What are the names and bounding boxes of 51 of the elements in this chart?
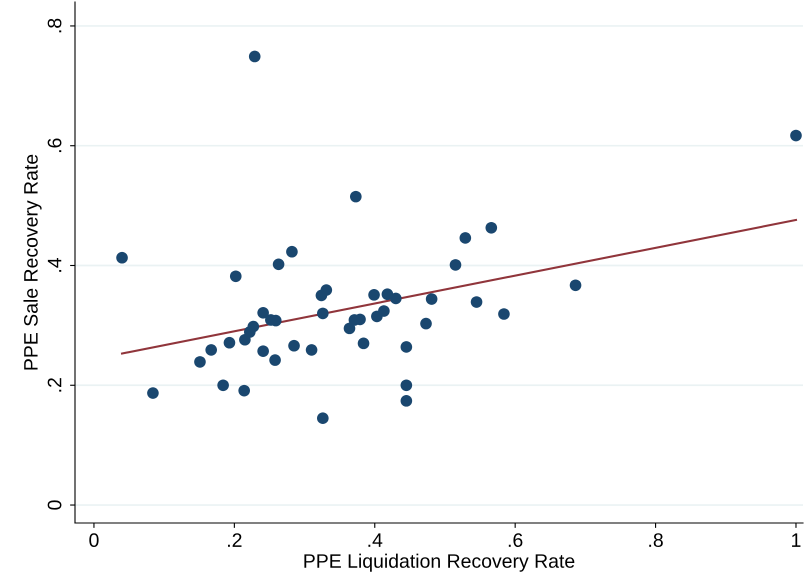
point <box>230 270 242 282</box>
point <box>350 190 362 202</box>
point <box>368 289 380 301</box>
point <box>470 296 482 308</box>
point <box>400 341 412 353</box>
point <box>378 305 390 317</box>
point <box>570 279 582 292</box>
point <box>217 379 229 392</box>
point <box>272 258 284 270</box>
point <box>420 318 432 330</box>
x-tick-label: 1 <box>792 533 800 547</box>
point <box>390 292 402 304</box>
y-tick-label: 0 <box>48 500 62 510</box>
point <box>288 340 300 352</box>
point <box>400 395 412 407</box>
point <box>238 384 250 396</box>
point <box>344 322 356 334</box>
x-tick-label: .2 <box>228 533 242 547</box>
y-tick-label: .8 <box>48 18 62 32</box>
point <box>400 379 412 392</box>
point <box>306 344 318 356</box>
x-tick-label: .8 <box>649 533 663 548</box>
point <box>485 222 498 234</box>
point <box>320 284 332 296</box>
point <box>205 344 218 356</box>
point <box>450 259 462 271</box>
point <box>116 252 128 264</box>
point <box>224 336 236 349</box>
x-tick-label: .6 <box>508 533 522 548</box>
point <box>248 50 261 62</box>
point <box>286 246 298 258</box>
y-tick-label: .4 <box>48 258 62 272</box>
point <box>498 308 510 320</box>
point <box>257 306 269 319</box>
point <box>248 320 260 332</box>
point <box>317 308 329 320</box>
x-tick-label: 0 <box>89 533 99 548</box>
y-tick-label: .2 <box>48 378 62 392</box>
point <box>790 130 802 142</box>
x-axis-title: PPE Liquidation Recovery Rate <box>304 554 574 572</box>
x-tick-label: .4 <box>368 533 382 547</box>
point <box>269 354 281 366</box>
y-axis-title: PPE Sale Recovery Rate <box>23 154 42 370</box>
point <box>358 338 370 350</box>
point <box>426 293 438 305</box>
point <box>257 345 269 357</box>
point <box>317 412 329 424</box>
point <box>147 387 159 399</box>
point <box>460 232 472 244</box>
y-tick-label: .6 <box>48 138 62 152</box>
point <box>194 356 206 368</box>
